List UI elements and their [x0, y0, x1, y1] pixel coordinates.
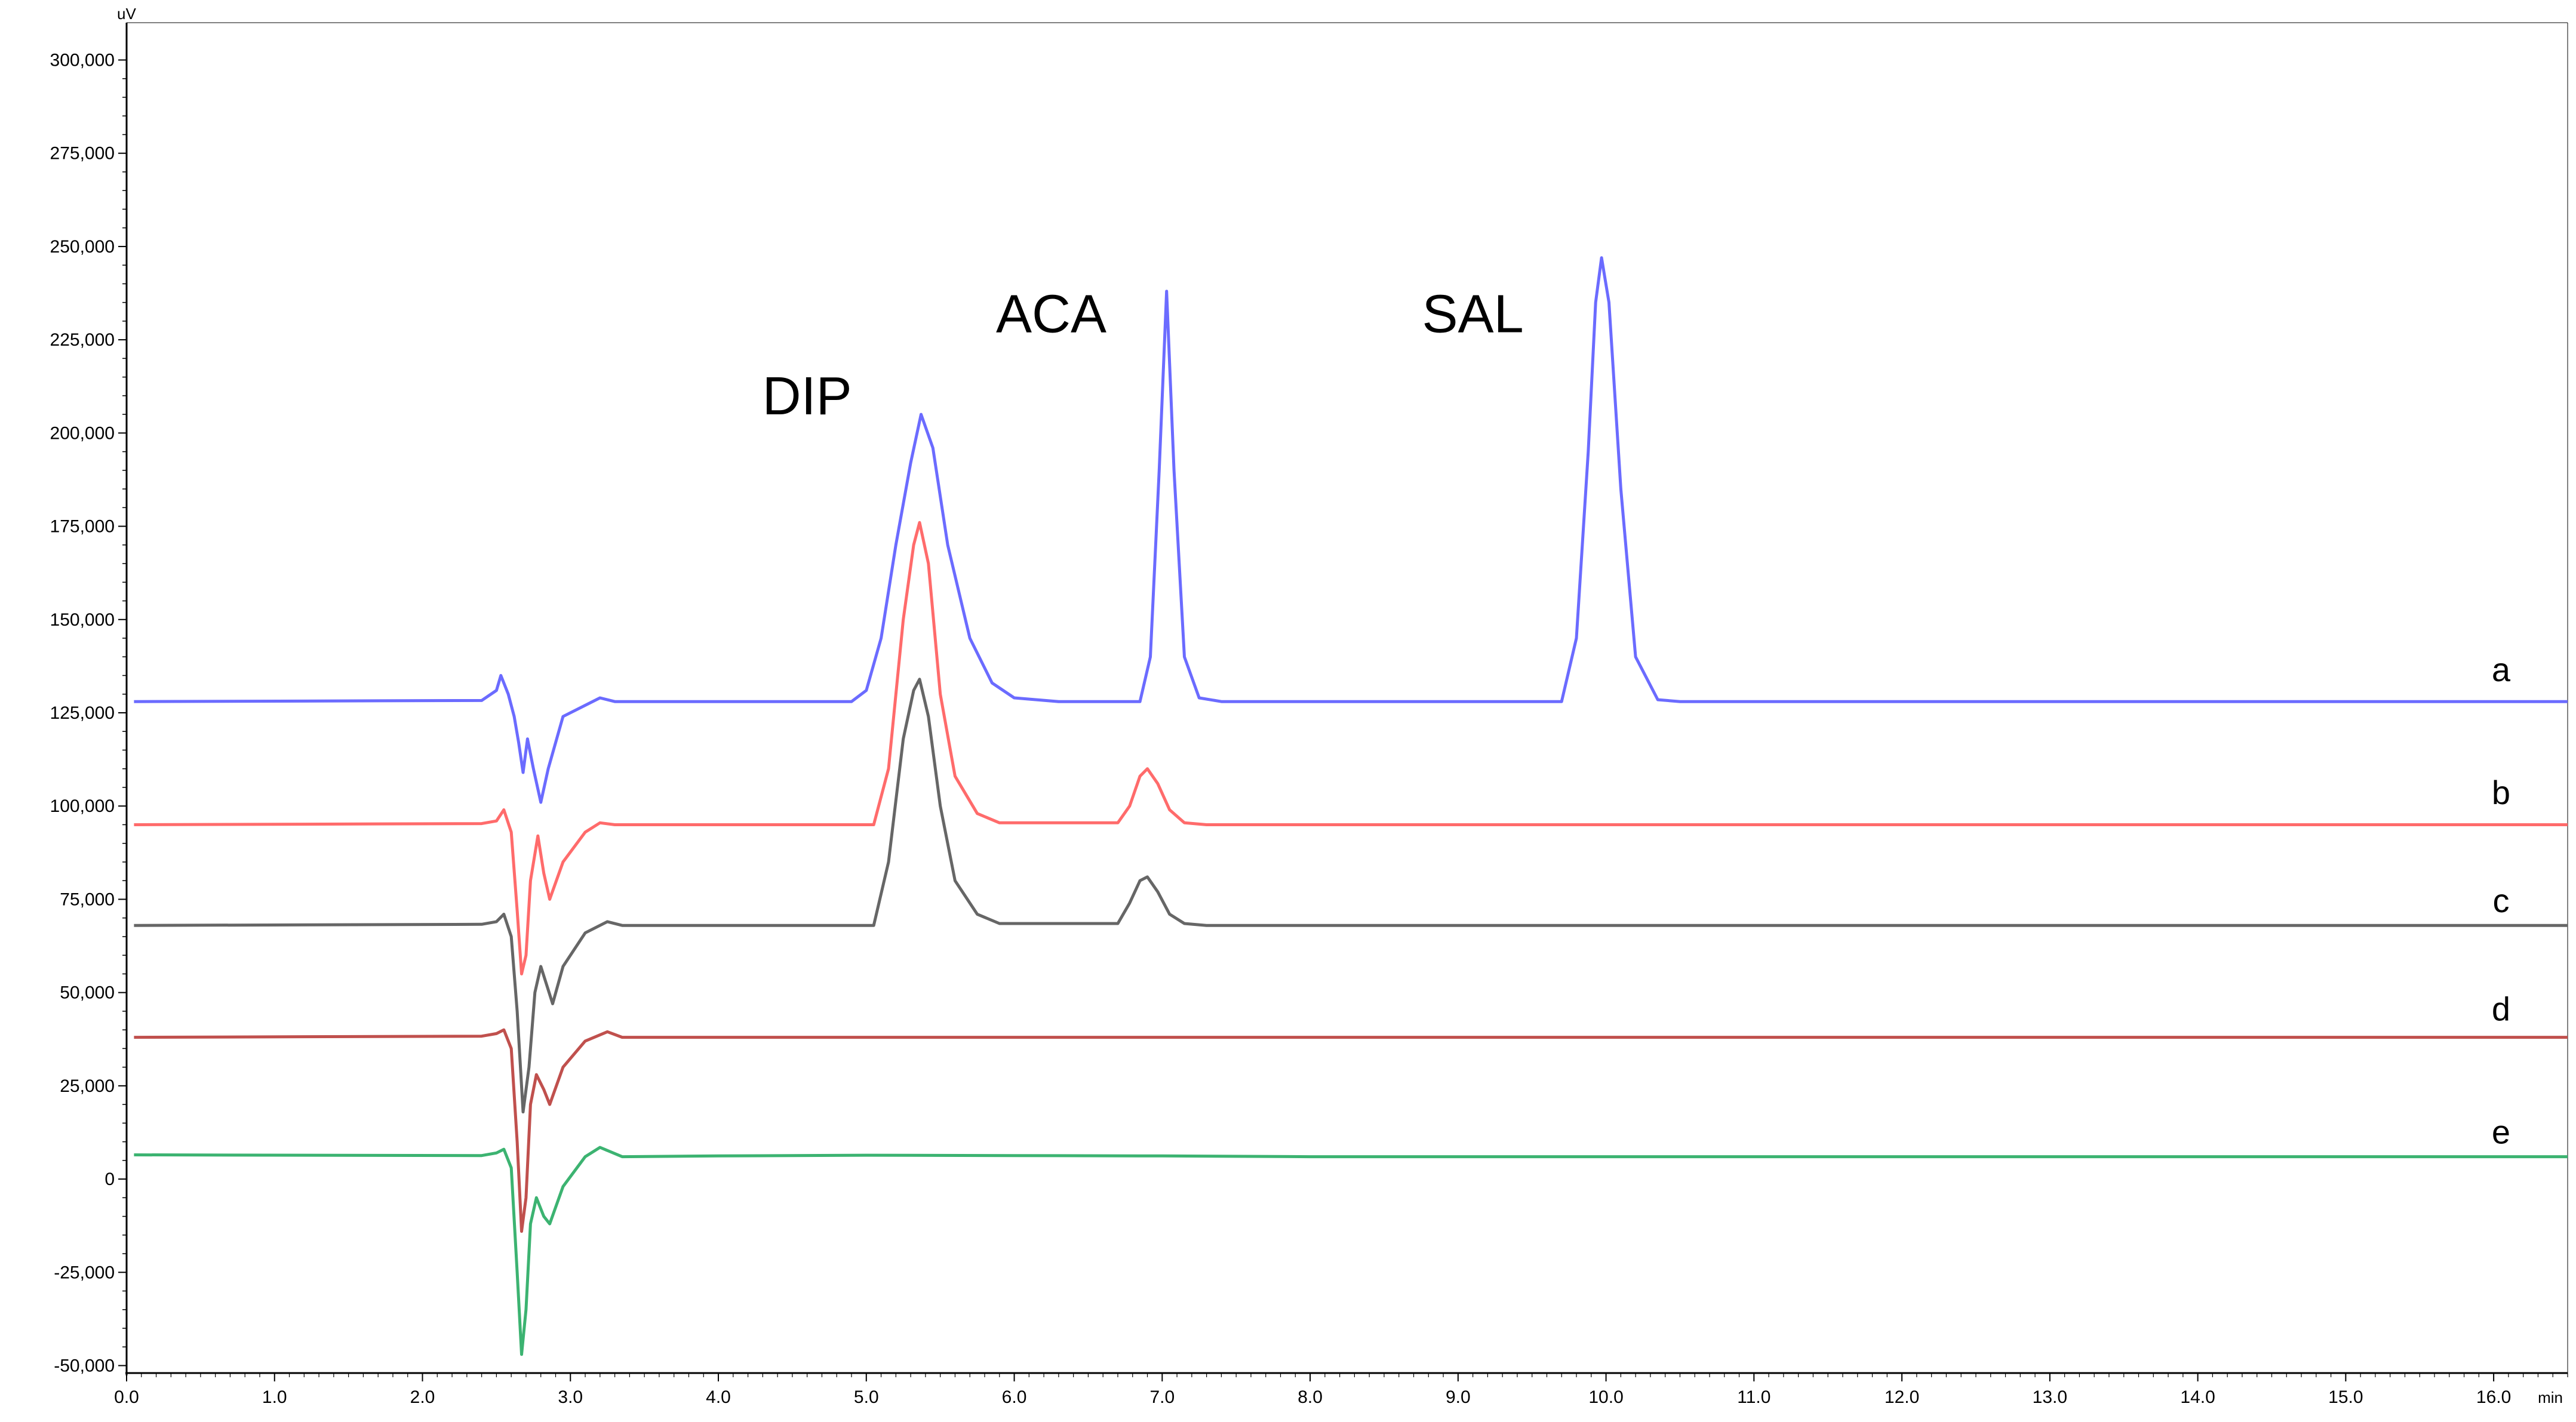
x-tick-label: 0.0	[114, 1387, 139, 1407]
series-line-a	[134, 256, 2568, 804]
y-tick-label: 25,000	[60, 1076, 115, 1096]
y-tick-label: 150,000	[50, 610, 115, 630]
y-tick-label: 0	[104, 1169, 115, 1189]
x-tick-label: 9.0	[1446, 1387, 1471, 1407]
x-tick-label: 11.0	[1737, 1387, 1770, 1407]
x-tick-label: 14.0	[2180, 1387, 2215, 1407]
y-tick-label: 100,000	[50, 796, 115, 816]
y-tick-label: 75,000	[60, 889, 115, 909]
y-tick-label: -25,000	[54, 1263, 115, 1282]
series-lines	[134, 256, 2568, 1356]
y-tick-label: 200,000	[50, 423, 115, 443]
x-tick-label: 3.0	[558, 1387, 583, 1407]
peak-label-dip: DIP	[763, 367, 852, 426]
x-tick-label: 15.0	[2328, 1387, 2363, 1407]
peak-label-sal: SAL	[1422, 285, 1524, 344]
series-line-c	[134, 678, 2568, 1114]
plot-frame	[125, 22, 2568, 1375]
y-tick-label: 275,000	[50, 144, 115, 164]
x-tick-label: 1.0	[262, 1387, 287, 1407]
x-tick-label: 7.0	[1149, 1387, 1175, 1407]
peak-label-aca: ACA	[996, 285, 1106, 344]
x-axis: 0.0 1.0 2.0 3.0 4.0 5.0 6.0 7.0 8.0 9.0 10.0 11.0 12…	[114, 1373, 2568, 1407]
y-tick-label: 250,000	[50, 237, 115, 257]
x-tick-label: 10.0	[1588, 1387, 1623, 1407]
x-tick-label: 4.0	[706, 1387, 731, 1407]
y-tick-label: -50,000	[54, 1356, 115, 1376]
y-tick-label: 125,000	[50, 703, 115, 723]
annotations: a b c d e DIP ACA SAL	[763, 285, 2511, 1151]
y-tick-label: 225,000	[50, 330, 115, 350]
trace-label-b: b	[2492, 774, 2510, 811]
x-tick-label: 6.0	[1002, 1387, 1027, 1407]
x-tick-label: 8.0	[1298, 1387, 1323, 1407]
trace-label-a: a	[2492, 651, 2511, 688]
y-unit-label: uV	[117, 5, 136, 23]
y-tick-label: 175,000	[50, 517, 115, 537]
trace-label-e: e	[2492, 1113, 2510, 1151]
y-tick-label: 50,000	[60, 983, 115, 1003]
x-tick-label: 16.0	[2476, 1387, 2511, 1407]
x-tick-label: 2.0	[410, 1387, 435, 1407]
series-line-e	[134, 1146, 2568, 1356]
y-tick-label: 300,000	[50, 50, 115, 70]
x-unit-label: min	[2538, 1389, 2563, 1406]
trace-label-c: c	[2493, 882, 2510, 919]
series-line-b	[134, 521, 2568, 975]
series-line-d	[134, 1028, 2568, 1233]
x-tick-label: 13.0	[2033, 1387, 2067, 1407]
x-tick-label: 12.0	[1885, 1387, 1919, 1407]
x-tick-label: 5.0	[854, 1387, 879, 1407]
y-axis: -50,000 -25,000 0 25,000 50,000 75,000 100,000…	[50, 5, 137, 1376]
trace-label-d: d	[2492, 990, 2510, 1027]
